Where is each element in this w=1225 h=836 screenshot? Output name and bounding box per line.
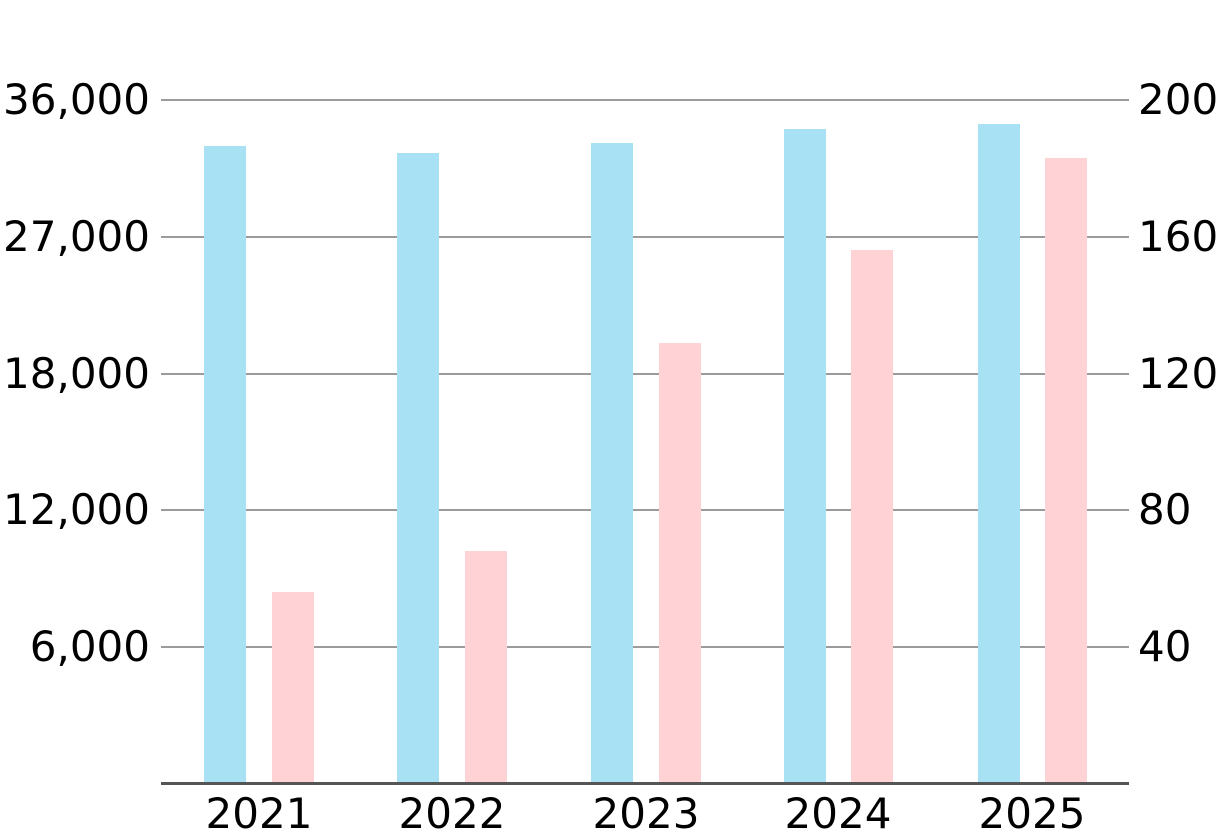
left-axis-tick-0: 36,000 [3,75,150,124]
bar-2024-blue-series [784,128,826,783]
bar-2023-blue-series [591,142,633,783]
bar-2021-blue-series [204,145,246,783]
right-axis-tick-3: 80 [1138,485,1192,535]
x-axis-label-2025: 2025 [978,789,1086,836]
left-axis-tick-1: 27,000 [3,211,150,261]
x-axis-label-2022: 2022 [398,789,506,836]
right-axis-tick-2: 120 [1138,348,1219,398]
bar-2022-blue-series [397,153,439,783]
gridline-3 [161,509,1129,512]
gridline-0 [161,99,1129,101]
gridline-4 [161,646,1129,648]
right-axis-tick-0: 200 [1138,75,1219,124]
bar-2025-pink-series [1045,158,1087,783]
gridline-2 [161,372,1129,375]
bar-2025-blue-series [978,124,1020,783]
x-axis-line [161,781,1129,785]
x-axis-label-2023: 2023 [592,789,700,836]
bar-2021-pink-series [272,592,314,783]
x-axis-label-2021: 2021 [205,789,313,836]
x-axis-label-2024: 2024 [784,789,892,836]
left-axis-tick-4: 6,000 [29,622,150,671]
bar-2022-pink-series [465,551,507,783]
right-axis-tick-4: 40 [1138,622,1192,671]
left-axis-tick-3: 12,000 [3,485,150,535]
bar-2023-pink-series [659,342,701,783]
left-axis-tick-2: 18,000 [3,348,150,398]
bar-2024-pink-series [851,250,893,783]
gridline-1 [161,235,1129,238]
right-axis-tick-1: 160 [1138,211,1219,261]
